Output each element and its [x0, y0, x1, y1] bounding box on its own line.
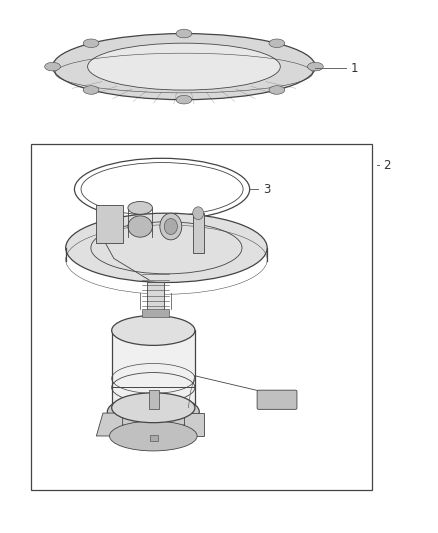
Bar	[150, 435, 158, 441]
Ellipse shape	[160, 213, 182, 240]
Bar	[112, 330, 195, 408]
Ellipse shape	[112, 316, 195, 345]
Bar	[147, 282, 164, 320]
Ellipse shape	[307, 62, 323, 71]
Ellipse shape	[128, 201, 152, 214]
Polygon shape	[96, 413, 123, 436]
Ellipse shape	[45, 62, 60, 71]
Ellipse shape	[88, 43, 280, 90]
Ellipse shape	[164, 219, 177, 235]
Ellipse shape	[74, 158, 250, 220]
Ellipse shape	[83, 86, 99, 94]
Ellipse shape	[176, 29, 192, 38]
Bar	[96, 205, 123, 243]
Ellipse shape	[110, 421, 197, 451]
Bar	[142, 309, 169, 317]
Polygon shape	[184, 413, 204, 436]
Ellipse shape	[176, 95, 192, 104]
Bar	[149, 390, 159, 409]
Text: 3: 3	[263, 183, 270, 196]
FancyBboxPatch shape	[257, 390, 297, 409]
Text: 1: 1	[350, 62, 358, 75]
Polygon shape	[53, 34, 315, 100]
Ellipse shape	[269, 86, 285, 94]
Text: 2: 2	[383, 159, 391, 172]
Ellipse shape	[193, 207, 204, 220]
Bar	[31, 144, 372, 490]
Ellipse shape	[269, 39, 285, 47]
Ellipse shape	[112, 393, 195, 423]
Ellipse shape	[128, 216, 152, 237]
Ellipse shape	[107, 394, 199, 430]
Ellipse shape	[83, 39, 99, 47]
Bar	[193, 213, 204, 253]
Ellipse shape	[66, 213, 267, 282]
